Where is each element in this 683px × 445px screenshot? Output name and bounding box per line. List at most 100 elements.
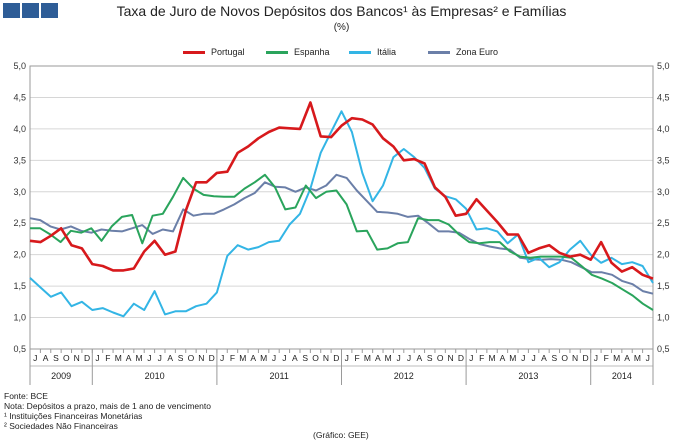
y-tick-label-right: 2,0 xyxy=(657,250,670,260)
y-tick-label-right: 1,5 xyxy=(657,281,670,291)
x-month-label: D xyxy=(582,353,588,363)
x-month-label: M xyxy=(239,353,246,363)
x-month-label: J xyxy=(531,353,535,363)
x-month-label: M xyxy=(634,353,641,363)
x-month-label: S xyxy=(427,353,433,363)
y-tick-label-left: 1,5 xyxy=(13,281,26,291)
x-year-label: 2010 xyxy=(145,371,165,381)
footnote-1: ¹ Instituições Financeiras Monetárias xyxy=(4,411,143,421)
x-month-label: M xyxy=(489,353,496,363)
x-month-label: A xyxy=(500,353,506,363)
x-month-label: F xyxy=(230,353,235,363)
x-month-label: M xyxy=(115,353,122,363)
x-month-label: J xyxy=(33,353,37,363)
x-year-label: 2009 xyxy=(51,371,71,381)
y-tick-label-left: 3,0 xyxy=(13,187,26,197)
legend-swatch xyxy=(428,50,450,54)
chart-legend: Portugal Espanha Itália Zona Euro xyxy=(0,47,683,61)
x-month-label: A xyxy=(292,353,298,363)
x-year-label: 2011 xyxy=(270,371,289,381)
x-month-label: S xyxy=(53,353,59,363)
logo-block xyxy=(22,3,39,18)
x-month-label: D xyxy=(333,353,339,363)
y-tick-label-right: 4,0 xyxy=(657,124,670,134)
x-month-label: O xyxy=(561,353,568,363)
chart-title: Taxa de Juro de Novos Depósitos dos Banc… xyxy=(116,3,567,19)
x-month-label: A xyxy=(250,353,256,363)
x-month-label: J xyxy=(594,353,598,363)
x-month-label: N xyxy=(447,353,453,363)
x-month-label: A xyxy=(624,353,630,363)
plot-frame xyxy=(29,65,654,350)
x-month-label: S xyxy=(302,353,308,363)
x-month-label: M xyxy=(135,353,142,363)
legend-swatch xyxy=(266,50,288,54)
x-month-label: M xyxy=(613,353,620,363)
series-line-zona-euro xyxy=(29,173,654,295)
x-month-label: A xyxy=(375,353,381,363)
legend-label: Portugal xyxy=(211,47,245,57)
x-month-label: A xyxy=(417,353,423,363)
x-month-label: F xyxy=(479,353,484,363)
series-line-espanha xyxy=(30,173,654,311)
y-tick-label-right: 3,5 xyxy=(657,155,670,165)
x-month-label: M xyxy=(385,353,392,363)
x-month-label: O xyxy=(63,353,70,363)
x-month-label: O xyxy=(437,353,444,363)
legend-item-zona-euro: Zona Euro xyxy=(428,47,498,57)
y-tick-label-left: 4,5 xyxy=(13,92,26,102)
x-month-label: M xyxy=(509,353,516,363)
x-month-label: J xyxy=(147,353,151,363)
x-month-label: J xyxy=(521,353,525,363)
method-note: Nota: Depósitos a prazo, mais de 1 ano d… xyxy=(4,401,211,411)
x-month-label: D xyxy=(209,353,215,363)
y-tick-label-right: 5,0 xyxy=(657,61,670,71)
y-tick-label-left: 5,0 xyxy=(13,61,26,71)
y-tick-label-left: 0,5 xyxy=(13,344,26,354)
y-tick-label-right: 2,5 xyxy=(657,218,670,228)
x-month-label: J xyxy=(469,353,473,363)
source-note: Fonte: BCE xyxy=(4,391,48,401)
x-month-label: O xyxy=(188,353,195,363)
y-tick-label-left: 1,0 xyxy=(13,313,26,323)
x-month-label: N xyxy=(198,353,204,363)
x-month-label: M xyxy=(260,353,267,363)
legend-swatch xyxy=(183,50,205,54)
chart-notes: Fonte: BCE Nota: Depósitos a prazo, mais… xyxy=(4,391,211,431)
x-year-label: 2014 xyxy=(612,371,632,381)
y-tick-label-right: 1,0 xyxy=(657,313,670,323)
x-month-label: J xyxy=(407,353,411,363)
chart-credit: (Gráfico: GEE) xyxy=(313,430,369,440)
x-month-label: J xyxy=(220,353,224,363)
legend-label: Zona Euro xyxy=(456,47,499,57)
series-line-it-lia xyxy=(29,110,654,318)
logo-block xyxy=(3,3,20,18)
x-month-label: F xyxy=(354,353,359,363)
legend-swatch xyxy=(349,50,371,54)
logo-block xyxy=(41,3,58,18)
x-month-label: F xyxy=(604,353,609,363)
legend-item-italia: Itália xyxy=(349,47,396,57)
x-year-label: 2012 xyxy=(394,371,414,381)
y-tick-label-left: 2,5 xyxy=(13,218,26,228)
x-month-label: F xyxy=(105,353,110,363)
x-month-label: J xyxy=(345,353,349,363)
x-month-label: J xyxy=(396,353,400,363)
y-tick-label-left: 3,5 xyxy=(13,155,26,165)
x-month-label: J xyxy=(158,353,162,363)
legend-item-portugal: Portugal xyxy=(183,47,245,57)
x-month-label: A xyxy=(43,353,49,363)
legend-item-espanha: Espanha xyxy=(266,47,330,57)
x-month-label: J xyxy=(95,353,99,363)
y-tick-label-right: 3,0 xyxy=(657,187,670,197)
x-month-label: N xyxy=(572,353,578,363)
footnote-2: ² Sociedades Não Financeiras xyxy=(4,421,118,431)
legend-label: Espanha xyxy=(294,47,330,57)
x-month-label: O xyxy=(312,353,319,363)
x-month-label: S xyxy=(178,353,184,363)
x-year-label: 2013 xyxy=(518,371,538,381)
x-month-label: S xyxy=(552,353,558,363)
y-tick-label-right: 4,5 xyxy=(657,92,670,102)
legend-label: Itália xyxy=(377,47,397,57)
